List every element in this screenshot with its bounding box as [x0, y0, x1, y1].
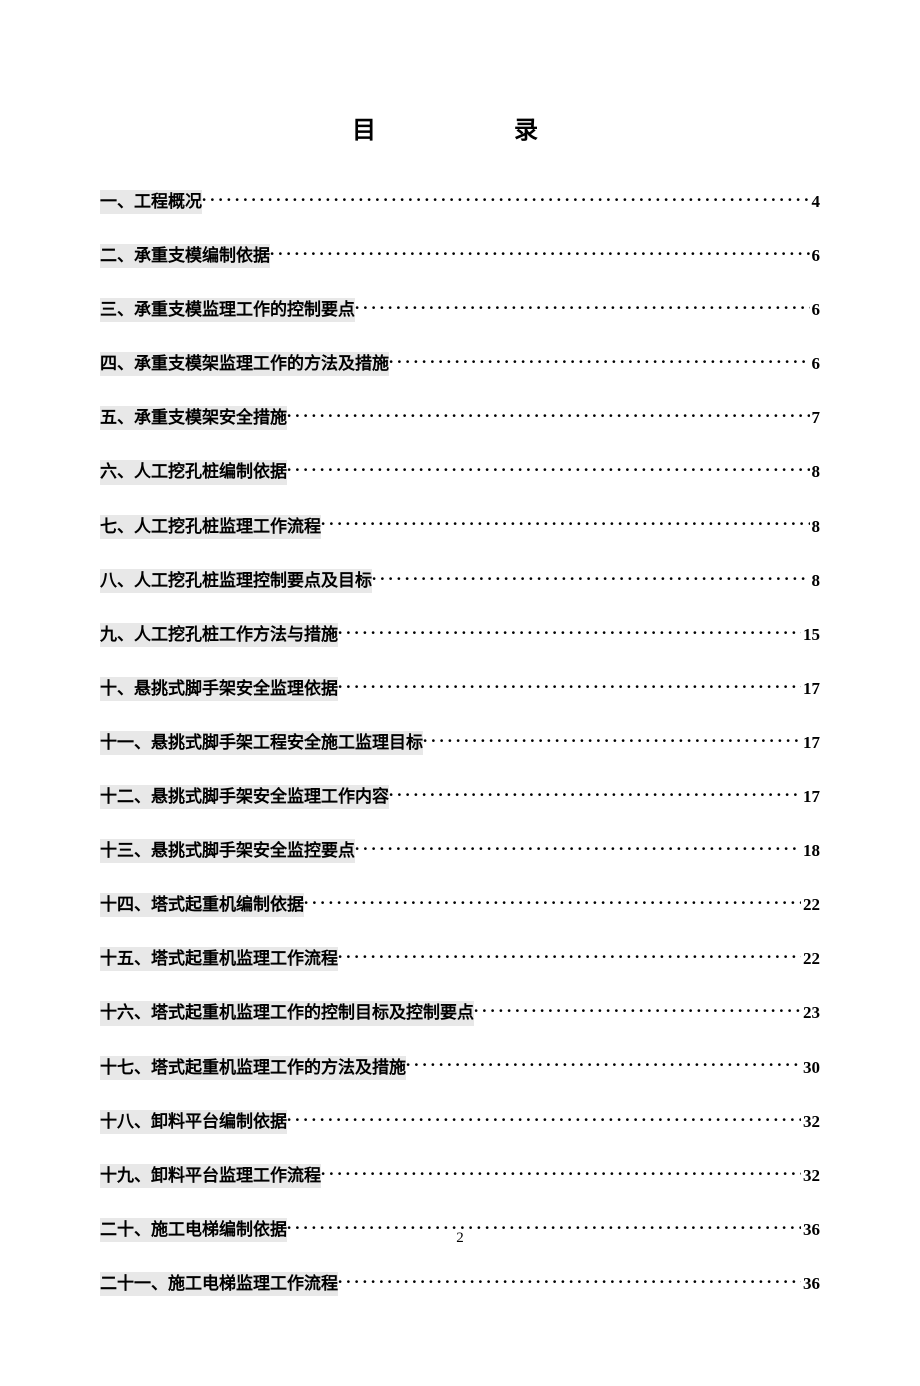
toc-entry-label: 十一、悬挑式脚手架工程安全施工监理目标: [100, 731, 423, 755]
toc-entry-label: 八、人工挖孔桩监理控制要点及目标: [100, 569, 372, 593]
toc-entry: 六、人工挖孔桩编制依据 8: [100, 460, 820, 484]
toc-entry: 八、人工挖孔桩监理控制要点及目标 8: [100, 569, 820, 593]
toc-entry: 十二、悬挑式脚手架安全监理工作内容 17: [100, 785, 820, 809]
toc-entry: 十八、卸料平台编制依据 32: [100, 1110, 820, 1134]
toc-entry-page: 6: [810, 353, 821, 375]
toc-entry-label: 十五、塔式起重机监理工作流程: [100, 947, 338, 971]
toc-entry: 十六、塔式起重机监理工作的控制目标及控制要点 23: [100, 1001, 820, 1025]
toc-entry-page: 30: [801, 1057, 820, 1079]
toc-entry: 二十一、施工电梯监理工作流程 36: [100, 1272, 820, 1296]
toc-entry: 九、人工挖孔桩工作方法与措施 15: [100, 623, 820, 647]
toc-entry-label: 十九、卸料平台监理工作流程: [100, 1164, 321, 1188]
toc-entry: 十一、悬挑式脚手架工程安全施工监理目标 17: [100, 731, 820, 755]
toc-leader-dots: [321, 1164, 801, 1181]
toc-entry-page: 18: [801, 840, 820, 862]
toc-leader-dots: [389, 352, 810, 369]
toc-entry-page: 32: [801, 1165, 820, 1187]
toc-entry-page: 8: [810, 570, 821, 592]
toc-entry-label: 十、悬挑式脚手架安全监理依据: [100, 677, 338, 701]
toc-entry-page: 7: [810, 407, 821, 429]
toc-entry-label: 六、人工挖孔桩编制依据: [100, 460, 287, 484]
toc-entry: 十五、塔式起重机监理工作流程 22: [100, 947, 820, 971]
toc-entry-page: 23: [801, 1002, 820, 1024]
toc-entry: 十九、卸料平台监理工作流程 32: [100, 1164, 820, 1188]
toc-entry: 十、悬挑式脚手架安全监理依据 17: [100, 677, 820, 701]
toc-entry-label: 二、承重支模编制依据: [100, 244, 270, 268]
toc-leader-dots: [321, 515, 810, 532]
toc-leader-dots: [287, 406, 810, 423]
toc-leader-dots: [389, 785, 801, 802]
toc-entry-page: 22: [801, 948, 820, 970]
toc-entry-label: 九、人工挖孔桩工作方法与措施: [100, 623, 338, 647]
toc-leader-dots: [287, 460, 810, 477]
toc-entry-page: 4: [810, 191, 821, 213]
toc-entry-label: 四、承重支模架监理工作的方法及措施: [100, 352, 389, 376]
toc-entry: 二、承重支模编制依据 6: [100, 244, 820, 268]
toc-entry: 五、承重支模架安全措施 7: [100, 406, 820, 430]
toc-entry-page: 36: [801, 1273, 820, 1295]
document-page: 目 录 一、工程概况4二、承重支模编制依据6三、承重支模监理工作的控制要点6四、…: [0, 0, 920, 1386]
toc-leader-dots: [423, 731, 801, 748]
toc-entry-label: 十三、悬挑式脚手架安全监控要点: [100, 839, 355, 863]
toc-entry-page: 8: [810, 461, 821, 483]
toc-entry-label: 二十一、施工电梯监理工作流程: [100, 1272, 338, 1296]
toc-list: 一、工程概况4二、承重支模编制依据6三、承重支模监理工作的控制要点6四、承重支模…: [100, 190, 820, 1296]
toc-entry-label: 一、工程概况: [100, 190, 202, 214]
toc-entry-page: 17: [801, 786, 820, 808]
toc-leader-dots: [338, 677, 801, 694]
toc-entry-label: 十二、悬挑式脚手架安全监理工作内容: [100, 785, 389, 809]
toc-entry-page: 22: [801, 894, 820, 916]
toc-leader-dots: [338, 1272, 801, 1289]
toc-leader-dots: [287, 1110, 801, 1127]
toc-entry: 四、承重支模架监理工作的方法及措施 6: [100, 352, 820, 376]
toc-entry: 一、工程概况 4: [100, 190, 820, 214]
toc-entry-label: 三、承重支模监理工作的控制要点: [100, 298, 355, 322]
toc-leader-dots: [355, 839, 801, 856]
toc-leader-dots: [406, 1056, 801, 1073]
toc-entry-page: 6: [810, 245, 821, 267]
toc-entry-page: 6: [810, 299, 821, 321]
toc-leader-dots: [474, 1001, 801, 1018]
toc-leader-dots: [202, 190, 810, 207]
toc-entry-label: 十七、塔式起重机监理工作的方法及措施: [100, 1056, 406, 1080]
toc-leader-dots: [355, 298, 810, 315]
toc-entry: 三、承重支模监理工作的控制要点 6: [100, 298, 820, 322]
toc-leader-dots: [372, 569, 810, 586]
toc-leader-dots: [338, 947, 801, 964]
toc-entry-label: 十八、卸料平台编制依据: [100, 1110, 287, 1134]
page-number: 2: [0, 1230, 920, 1247]
toc-entry-page: 17: [801, 678, 820, 700]
toc-entry: 十七、塔式起重机监理工作的方法及措施 30: [100, 1056, 820, 1080]
toc-entry-label: 十四、塔式起重机编制依据: [100, 893, 304, 917]
toc-entry-page: 8: [810, 516, 821, 538]
toc-entry-page: 32: [801, 1111, 820, 1133]
toc-entry-label: 十六、塔式起重机监理工作的控制目标及控制要点: [100, 1001, 474, 1025]
toc-entry-page: 15: [801, 624, 820, 646]
toc-entry: 十三、悬挑式脚手架安全监控要点 18: [100, 839, 820, 863]
toc-leader-dots: [270, 244, 810, 261]
toc-title: 目 录: [100, 110, 820, 145]
toc-entry: 七、人工挖孔桩监理工作流程 8: [100, 515, 820, 539]
toc-entry-label: 七、人工挖孔桩监理工作流程: [100, 515, 321, 539]
toc-entry: 十四、塔式起重机编制依据 22: [100, 893, 820, 917]
toc-entry-page: 17: [801, 732, 820, 754]
toc-leader-dots: [304, 893, 801, 910]
toc-leader-dots: [338, 623, 801, 640]
toc-entry-label: 五、承重支模架安全措施: [100, 406, 287, 430]
